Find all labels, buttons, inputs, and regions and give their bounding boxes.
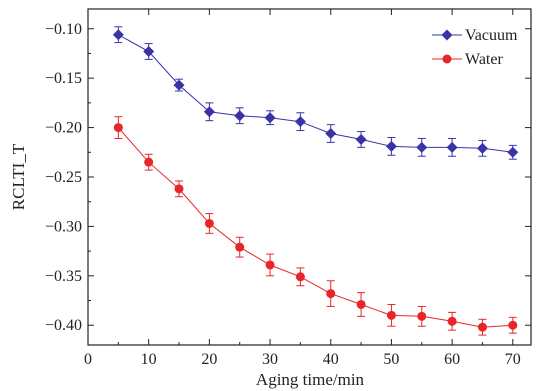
data-point: [114, 123, 123, 132]
data-point: [265, 112, 276, 123]
x-tick-label: 10: [141, 351, 157, 368]
legend: Vacuum Water: [432, 27, 518, 68]
data-point: [508, 321, 517, 330]
x-tick-label: 40: [323, 351, 339, 368]
x-tick-label: 50: [383, 351, 399, 368]
data-point: [296, 272, 305, 281]
legend-marker: [442, 30, 453, 41]
x-axis-title: Aging time/min: [256, 370, 365, 389]
axis-ticks: 0 10 20 30 40 50 60 70 −0.10 −0.15 −0.20 −0.25 −0.30…: [45, 9, 531, 368]
data-point: [507, 147, 518, 158]
y-tick-label: −0.25: [45, 169, 82, 186]
legend-label: Vacuum: [465, 27, 518, 44]
data-point: [295, 116, 306, 127]
data-point: [205, 219, 214, 228]
data-point: [448, 317, 457, 326]
legend-item-water: Water: [432, 51, 503, 68]
data-point: [175, 184, 184, 193]
y-tick-label: −0.35: [45, 268, 82, 285]
data-point: [144, 158, 153, 167]
data-point: [356, 134, 367, 145]
x-tick-label: 20: [201, 351, 217, 368]
data-point: [266, 260, 275, 269]
legend-item-vacuum: Vacuum: [432, 27, 518, 44]
legend-label: Water: [465, 51, 503, 68]
x-tick-label: 30: [262, 351, 278, 368]
series-line: [118, 128, 513, 328]
data-point: [417, 312, 426, 321]
series-water: [114, 117, 517, 335]
data-point: [477, 143, 488, 154]
y-tick-label: −0.15: [45, 70, 82, 87]
x-tick-label: 0: [84, 351, 92, 368]
x-tick-label: 60: [444, 351, 460, 368]
data-point: [478, 323, 487, 332]
x-tick-label: 70: [505, 351, 521, 368]
data-point: [326, 289, 335, 298]
y-tick-label: −0.10: [45, 21, 82, 38]
data-point: [113, 29, 124, 40]
data-point: [235, 243, 244, 252]
data-point: [386, 141, 397, 152]
data-point: [234, 110, 245, 121]
y-tick-label: −0.30: [45, 218, 82, 235]
data-point: [447, 142, 458, 153]
y-tick-label: −0.40: [45, 317, 82, 334]
data-point: [416, 142, 427, 153]
series-layer: [113, 27, 518, 335]
data-point: [357, 300, 366, 309]
series-line: [118, 35, 513, 153]
data-point: [387, 311, 396, 320]
y-tick-label: −0.20: [45, 120, 82, 137]
series-vacuum: [113, 27, 518, 159]
data-point: [325, 128, 336, 139]
y-axis-title: RCLTI_T: [9, 143, 28, 210]
legend-marker: [443, 55, 452, 64]
